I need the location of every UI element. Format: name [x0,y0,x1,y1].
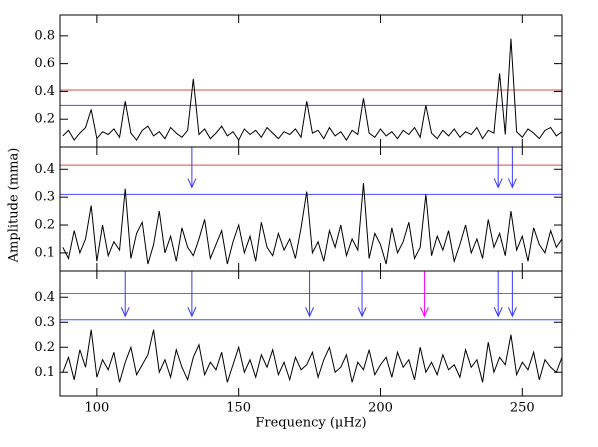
amplitude-line [62,38,563,142]
arrow [507,271,517,318]
amplitude-line [62,183,563,265]
amplitude-line [62,329,563,383]
y-tick-label: 0.4 [34,162,55,177]
panel-frame [59,270,563,397]
y-tick-label: 0.3 [34,190,55,205]
y-tick-label: 0.2 [34,340,55,355]
arrow [493,147,503,189]
y-tick-label: 0.1 [34,245,55,260]
y-axis-label: Amplitude (mma) [7,148,22,264]
y-tick-label: 0.4 [34,290,55,305]
arrow [305,271,315,318]
arrow [507,147,517,189]
y-tick-label: 0.8 [34,28,55,43]
y-tick-label: 0.3 [34,315,55,330]
arrow [493,271,503,318]
y-tick-label: 0.2 [34,218,55,233]
x-tick-label: 100 [84,401,109,416]
x-tick-label: 150 [226,401,251,416]
arrow [120,271,130,318]
y-tick-label: 0.1 [34,365,55,380]
arrow [187,271,197,318]
arrow [419,271,429,318]
x-tick-label: 200 [368,401,393,416]
y-tick-label: 0.2 [34,112,55,127]
x-tick-label: 250 [510,401,535,416]
y-tick-label: 0.4 [34,84,55,99]
arrow [187,147,197,189]
y-tick-label: 0.6 [34,56,55,71]
arrow [357,271,367,318]
x-axis-label: Frequency (μHz) [255,416,366,431]
